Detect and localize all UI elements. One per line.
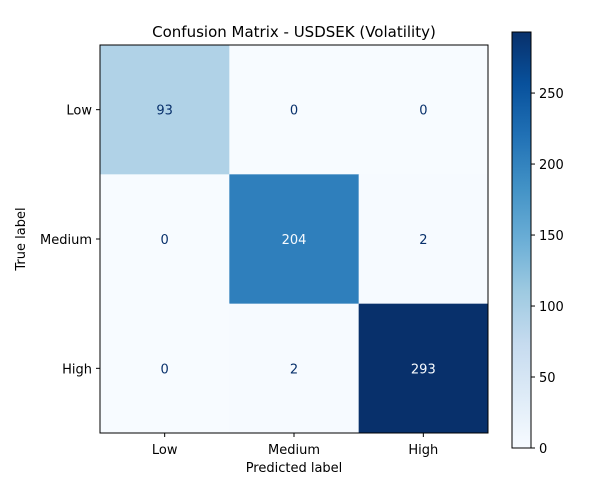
- x-axis-ticks: Low Medium High: [152, 433, 438, 458]
- colorbar-tick-label: 150: [539, 229, 564, 244]
- heatmap-cells: [100, 45, 489, 434]
- heatmap-cell: [358, 45, 489, 175]
- heatmap-cell: [229, 174, 360, 305]
- cell-value-label: 293: [411, 362, 436, 377]
- heatmap-cell: [229, 303, 360, 434]
- heatmap-cell-labels: 93 0 0 0 204 2 0 2 293: [156, 104, 435, 378]
- colorbar: [511, 31, 532, 449]
- cell-value-label: 204: [282, 233, 307, 248]
- colorbar-tick-label: 0: [539, 442, 547, 457]
- colorbar-ticks: 0 50 100 150 200 250: [531, 87, 564, 457]
- cell-value-label: 0: [419, 104, 427, 119]
- y-tick-label: Low: [66, 104, 92, 119]
- colorbar-tick-label: 100: [539, 300, 564, 315]
- heatmap-cell: [100, 45, 230, 175]
- y-axis-label: True label: [14, 207, 29, 271]
- x-axis-label: Predicted label: [246, 461, 343, 476]
- heatmap-cell: [358, 174, 489, 305]
- cell-value-label: 0: [161, 362, 169, 377]
- x-tick-label: Low: [152, 443, 178, 458]
- y-axis-ticks: Low Medium High: [40, 104, 100, 377]
- cell-value-label: 93: [156, 104, 173, 119]
- cell-value-label: 2: [419, 233, 427, 248]
- x-tick-label: High: [408, 443, 438, 458]
- colorbar-tick-label: 250: [539, 87, 564, 102]
- y-tick-label: Medium: [40, 233, 92, 248]
- heatmap-cell: [100, 174, 230, 305]
- heatmap-cell: [358, 303, 489, 434]
- cell-value-label: 2: [290, 362, 298, 377]
- chart-title: Confusion Matrix - USDSEK (Volatility): [152, 23, 436, 41]
- x-tick-label: Medium: [268, 443, 320, 458]
- heatmap-cell: [100, 303, 230, 434]
- heatmap-cell: [229, 45, 360, 175]
- cell-value-label: 0: [290, 104, 298, 119]
- colorbar-tick-label: 200: [539, 158, 564, 173]
- colorbar-tick-label: 50: [539, 371, 556, 386]
- y-tick-label: High: [62, 362, 92, 377]
- cell-value-label: 0: [161, 233, 169, 248]
